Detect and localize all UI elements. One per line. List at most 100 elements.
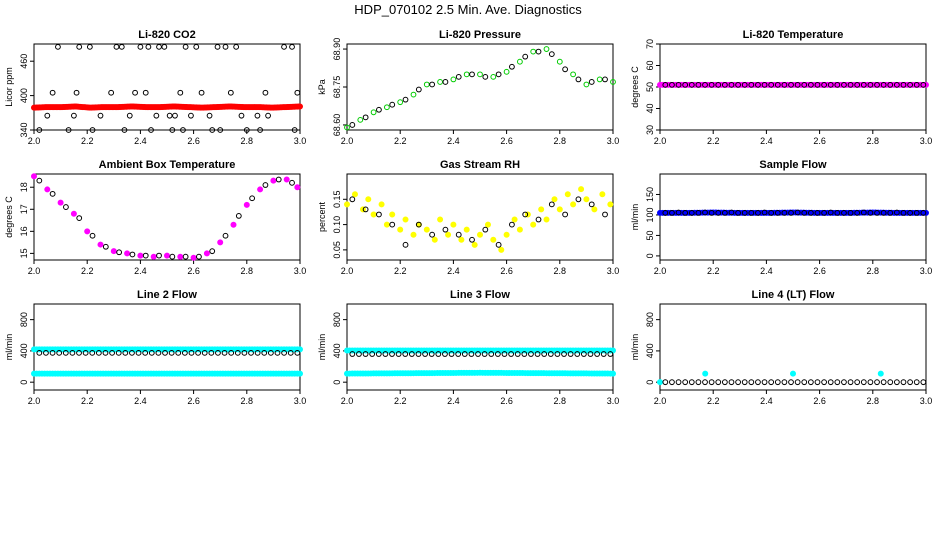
data-point [230, 221, 237, 228]
data-point [442, 79, 449, 85]
data-point [821, 81, 828, 88]
data-point [534, 351, 541, 357]
data-point [669, 379, 675, 386]
data-series [343, 186, 614, 253]
data-point [362, 114, 369, 121]
data-point [498, 246, 505, 253]
data-point [389, 101, 396, 108]
data-point [721, 210, 728, 216]
data-point [188, 349, 195, 356]
data-point [122, 349, 129, 356]
data-point [675, 81, 682, 88]
x-tick-label: 2.4 [760, 396, 773, 406]
data-point [511, 216, 518, 223]
data-point [188, 112, 194, 119]
data-point [662, 210, 669, 216]
data-point [261, 349, 268, 356]
data-point [395, 351, 402, 357]
data-point [867, 210, 874, 216]
x-tick-label: 2.6 [813, 266, 826, 276]
data-point [156, 43, 162, 50]
data-point [254, 349, 261, 356]
data-point [475, 351, 481, 357]
data-point [807, 81, 814, 88]
data-point [847, 210, 854, 216]
data-point [578, 186, 585, 193]
x-tick-label: 2.6 [500, 136, 513, 146]
data-point [761, 379, 768, 386]
chart-title: Sample Flow [759, 159, 827, 171]
data-point [429, 231, 436, 238]
data-point [422, 351, 428, 357]
data-point [375, 351, 382, 357]
data-point [397, 226, 404, 233]
data-point [490, 236, 497, 243]
data-point [715, 379, 722, 386]
data-point [384, 104, 390, 111]
x-tick-label: 2.6 [187, 396, 200, 406]
data-point [721, 379, 728, 386]
x-tick-label: 3.0 [294, 136, 307, 146]
x-tick-label: 3.0 [607, 396, 620, 406]
data-point [500, 369, 507, 376]
data-point [153, 112, 160, 119]
x-tick-label: 2.8 [554, 136, 567, 146]
data-point [827, 209, 834, 216]
plot-frame [659, 173, 927, 261]
data-point [442, 226, 449, 233]
data-point [841, 210, 847, 216]
data-point [748, 379, 755, 386]
data-point [669, 81, 675, 88]
data-point [118, 43, 125, 50]
data-point [887, 210, 894, 216]
data-point [528, 351, 534, 357]
data-point [108, 89, 115, 96]
data-point [129, 349, 135, 356]
data-point [748, 210, 755, 216]
data-point [89, 127, 96, 133]
data-point [44, 112, 51, 119]
data-point [294, 89, 301, 96]
x-tick-label: 2.4 [447, 396, 460, 406]
x-tick-label: 3.0 [607, 136, 620, 146]
data-point [788, 379, 794, 386]
data-series [30, 370, 303, 377]
data-point [84, 228, 91, 235]
data-point [450, 76, 457, 83]
data-point [142, 252, 149, 259]
data-point [156, 252, 162, 259]
y-tick-label: 100 [645, 207, 655, 222]
data-point [448, 351, 455, 357]
data-point [89, 349, 96, 356]
data-point [423, 81, 430, 88]
y-tick-label: 0.15 [332, 191, 342, 209]
data-point [535, 48, 542, 55]
data-point [599, 191, 606, 198]
data-point [367, 370, 374, 377]
data-point [570, 71, 576, 78]
data-point [63, 204, 69, 210]
data-point [860, 81, 867, 88]
data-point [501, 351, 508, 357]
x-tick-label: 2.0 [341, 136, 354, 146]
data-point [761, 209, 768, 216]
data-point [607, 201, 614, 208]
data-point [688, 210, 695, 216]
y-tick-label: 70 [645, 39, 655, 49]
data-point [728, 209, 735, 216]
data-point [227, 89, 234, 96]
x-tick-label: 2.2 [81, 136, 94, 146]
x-tick-label: 2.4 [134, 136, 147, 146]
data-point [137, 43, 144, 50]
data-point [209, 248, 216, 255]
x-tick-label: 2.4 [134, 266, 147, 276]
chart-sample-flow: Sample Flow ml/min 2.0 2.2 2.4 2.6 2.8 3.0 0 50 10… [630, 159, 932, 276]
y-tick-label: 68.60 [332, 114, 342, 137]
data-point [794, 81, 801, 88]
data-point [814, 379, 821, 386]
data-point [461, 351, 468, 357]
data-point [541, 351, 548, 357]
data-series [349, 351, 614, 357]
x-tick-label: 2.2 [394, 136, 407, 146]
chart-title: Li-820 CO2 [138, 29, 195, 41]
